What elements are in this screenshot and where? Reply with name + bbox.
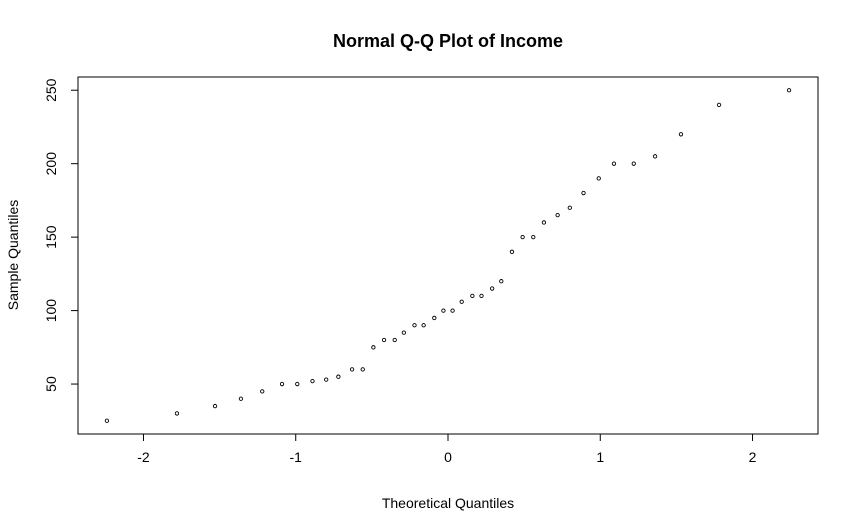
chart-title: Normal Q-Q Plot of Income — [333, 31, 563, 51]
x-tick-label: -2 — [137, 449, 150, 465]
data-point — [531, 234, 536, 240]
data-point — [459, 299, 464, 304]
data-point — [596, 176, 601, 181]
data-point — [499, 279, 504, 284]
y-tick-label: 250 — [43, 78, 59, 102]
data-point — [520, 234, 525, 240]
data-point — [279, 381, 285, 387]
data-point — [360, 367, 365, 372]
data-point — [421, 323, 426, 328]
data-point — [104, 418, 110, 423]
data-point — [567, 205, 572, 210]
data-point — [509, 249, 515, 254]
data-point — [336, 374, 341, 379]
x-tick-label: 0 — [444, 449, 452, 465]
data-point — [541, 220, 547, 225]
data-point — [490, 286, 495, 291]
plot-frame — [77, 76, 819, 435]
data-point — [392, 337, 397, 343]
x-axis: -2 -1 0 1 2 — [137, 433, 757, 465]
data-point — [371, 345, 376, 350]
data-point — [450, 308, 455, 313]
data-point — [786, 88, 792, 93]
data-point — [260, 389, 265, 394]
y-tick-label: 100 — [43, 299, 59, 323]
data-point — [310, 378, 315, 384]
data-point — [611, 161, 617, 166]
x-tick-label: 1 — [596, 449, 604, 465]
data-point — [631, 161, 636, 166]
y-tick-label: 200 — [43, 152, 59, 176]
data-points — [104, 88, 792, 423]
data-point — [212, 403, 218, 409]
data-point — [432, 315, 437, 321]
x-axis-label: Theoretical Quantiles — [382, 495, 514, 511]
data-point — [470, 293, 475, 299]
y-axis-label: Sample Quantiles — [5, 200, 21, 311]
data-point — [295, 381, 300, 387]
x-tick-label: -1 — [290, 449, 303, 465]
data-point — [716, 102, 722, 108]
data-point — [581, 190, 586, 196]
data-point — [238, 396, 244, 401]
y-axis: 50 100 150 200 250 — [43, 78, 79, 392]
data-point — [441, 308, 446, 313]
x-tick-label: 2 — [749, 449, 757, 465]
data-point — [401, 330, 406, 335]
data-point — [381, 337, 387, 343]
data-point — [412, 323, 417, 328]
y-tick-label: 150 — [43, 225, 59, 249]
data-point — [652, 154, 658, 159]
data-point — [174, 411, 180, 416]
y-tick-label: 50 — [43, 376, 59, 392]
data-point — [324, 377, 329, 382]
data-point — [349, 367, 355, 372]
data-point — [678, 132, 684, 137]
data-point — [479, 293, 484, 299]
data-point — [555, 212, 560, 218]
